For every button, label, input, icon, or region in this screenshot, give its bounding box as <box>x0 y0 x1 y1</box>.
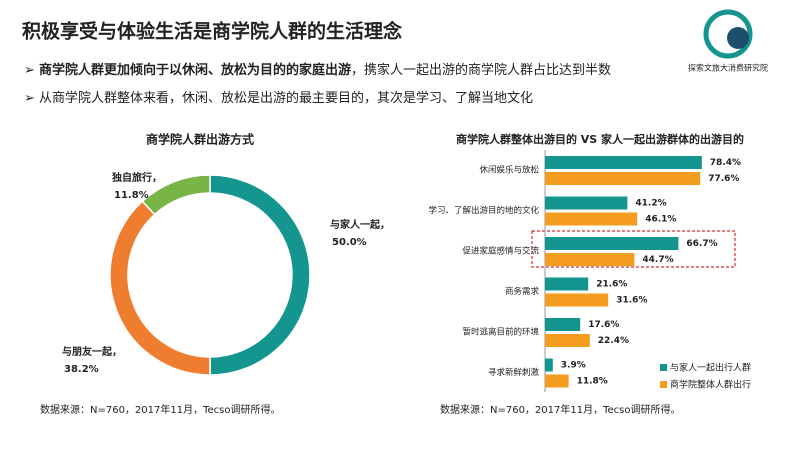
logo: 探索文旅大消费研究院 <box>688 9 768 73</box>
category-label: 学习、了解出游目的地的文化 <box>428 205 539 216</box>
bar <box>545 318 581 331</box>
value-label: 31.6% <box>616 296 647 306</box>
bar <box>545 293 609 307</box>
bar <box>545 172 701 185</box>
bar <box>545 237 679 250</box>
value-label: 3.9% <box>561 361 586 371</box>
legend-label: 商学院整体人群出行 <box>670 379 751 391</box>
slice-label: 独自旅行， <box>112 171 162 184</box>
value-label: 22.4% <box>598 336 629 346</box>
chart-title: 商学院人群出游方式 <box>146 132 254 147</box>
donut-slice <box>209 174 311 376</box>
donut-slice <box>141 174 211 216</box>
category-label: 商务需求 <box>505 286 540 297</box>
legend-swatch <box>660 364 667 371</box>
legend-swatch <box>660 381 667 388</box>
value-label: 17.6% <box>588 320 619 330</box>
logo-mark <box>703 9 753 59</box>
slice-label: 与朋友一起， <box>62 345 122 358</box>
source: 数据来源：N=760，2017年11月，Tecso调研所得。 <box>440 403 681 416</box>
logo-text: 探索文旅大消费研究院 <box>688 63 768 73</box>
value-label: 46.1% <box>645 215 676 225</box>
value-label: 41.2% <box>635 199 666 209</box>
legend-label: 与家人一起出行人群 <box>670 362 751 374</box>
bar <box>545 334 590 347</box>
category-label: 休闲娱乐与放松 <box>479 165 539 176</box>
category-label: 暂时逃离目前的环境 <box>462 327 539 338</box>
bar <box>545 358 553 372</box>
slice-value: 11.8% <box>114 190 149 201</box>
value-label: 21.6% <box>596 280 627 290</box>
source: 数据来源：N=760，2017年11月，Tecso调研所得。 <box>40 403 281 416</box>
bar <box>545 277 589 291</box>
bullet-marker: ➢ <box>24 63 39 78</box>
bullet: ➢ 商学院人群更加倾向于以休闲、放松为目的的家庭出游，携家人一起出游的商学院人群… <box>24 62 611 78</box>
bullet-bold: 商学院人群更加倾向于以休闲、放松为目的的家庭出游 <box>39 62 351 78</box>
bar <box>545 196 628 210</box>
value-label: 66.7% <box>686 239 717 249</box>
value-label: 77.6% <box>708 174 739 184</box>
logo-mark <box>727 27 749 49</box>
slide-title: 积极享受与体验生活是商学院人群的生活理念 <box>22 20 402 43</box>
bar <box>545 156 702 169</box>
bullet-marker: ➢ <box>24 91 39 106</box>
slice-value: 50.0% <box>332 237 367 248</box>
highlight-box <box>531 230 736 268</box>
category-label: 促进家庭感情与交流 <box>462 246 539 257</box>
bar <box>545 374 569 388</box>
slice-value: 38.2% <box>64 364 99 375</box>
value-label: 78.4% <box>710 158 741 168</box>
donut-slice <box>109 200 211 376</box>
value-label: 11.8% <box>577 377 608 387</box>
bar <box>545 253 635 266</box>
category-label: 寻求新鲜刺激 <box>488 367 540 378</box>
bullet-text: ，携家人一起出游的商学院人群占比达到半数 <box>351 62 611 78</box>
slice-label: 与家人一起， <box>330 218 390 231</box>
bullet-text: 从商学院人群整体来看，休闲、放松是出游的最主要目的，其次是学习、了解当地文化 <box>39 90 533 106</box>
chart-title: 商学院人群整体出游目的 VS 家人一起出游群体的出游目的 <box>456 132 744 146</box>
value-label: 44.7% <box>642 255 673 265</box>
bullet: ➢ 从商学院人群整体来看，休闲、放松是出游的最主要目的，其次是学习、了解当地文化 <box>24 90 533 106</box>
bar <box>545 212 638 226</box>
